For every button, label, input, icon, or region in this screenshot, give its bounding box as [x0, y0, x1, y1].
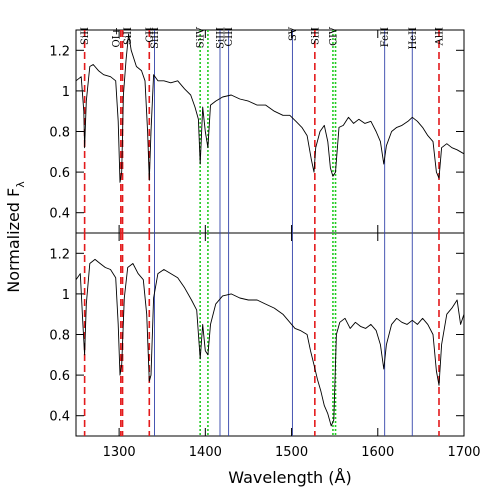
y-tick-label-bottom-3: 1 — [62, 288, 70, 303]
line-label-10: SiII — [310, 27, 321, 45]
y-tick-label-top-4: 1.2 — [49, 44, 70, 59]
y-tick-label-bottom-1: 0.6 — [49, 369, 70, 384]
line-label-7: SiIII — [216, 27, 227, 49]
line-label-15: AlII — [435, 27, 446, 46]
y-tick-label-top-3: 1 — [62, 85, 70, 100]
x-tick-label-2: 1500 — [275, 445, 308, 460]
y-axis-title-subscript: λ — [14, 181, 27, 188]
x-tick-label-0: 1300 — [103, 445, 136, 460]
y-axis-title: Normalized Fλ — [4, 181, 27, 293]
x-tick-label-4: 1700 — [447, 445, 480, 460]
line-label-11: CIV — [328, 26, 339, 46]
x-axis-title: Wavelength (Å) — [228, 468, 351, 487]
spectrum-line-bottom — [75, 258, 465, 427]
line-label-4: SiIII — [150, 27, 161, 49]
line-label-5: SiIV — [196, 26, 207, 48]
line-markers-layer — [83, 30, 440, 436]
line-label-14: HeII — [408, 27, 419, 50]
line-label-3: CII — [145, 27, 156, 43]
y-tick-label-bottom-2: 0.8 — [49, 329, 70, 344]
panels-layer — [75, 29, 465, 437]
line-label-8: CIII — [224, 27, 235, 47]
line-label-0: SiII — [80, 27, 91, 45]
line-label-13: FeII — [380, 27, 391, 47]
y-axis-title-main: Normalized F — [4, 188, 23, 293]
x-tick-label-3: 1600 — [361, 445, 394, 460]
y-tick-label-top-1: 0.6 — [49, 166, 70, 181]
panel-frame-bottom — [75, 232, 465, 437]
axes-layer: 0.4 0.6 0.8 1 1.2 0.4 0.6 0.8 1 1.2 1300 1400 1500 16… — [49, 26, 480, 460]
y-tick-label-bottom-4: 1.2 — [49, 247, 70, 262]
line-label-9: SV — [288, 26, 299, 41]
line-label-1: OI+ — [111, 27, 122, 48]
spectrum-line-top — [75, 33, 465, 183]
y-tick-label-top-2: 0.8 — [49, 126, 70, 141]
line-label-2: SiII — [123, 27, 134, 45]
y-tick-label-bottom-0: 0.4 — [49, 410, 70, 425]
y-tick-label-top-0: 0.4 — [49, 207, 70, 222]
x-tick-label-1: 1400 — [189, 445, 222, 460]
spectra-layer — [75, 33, 465, 427]
